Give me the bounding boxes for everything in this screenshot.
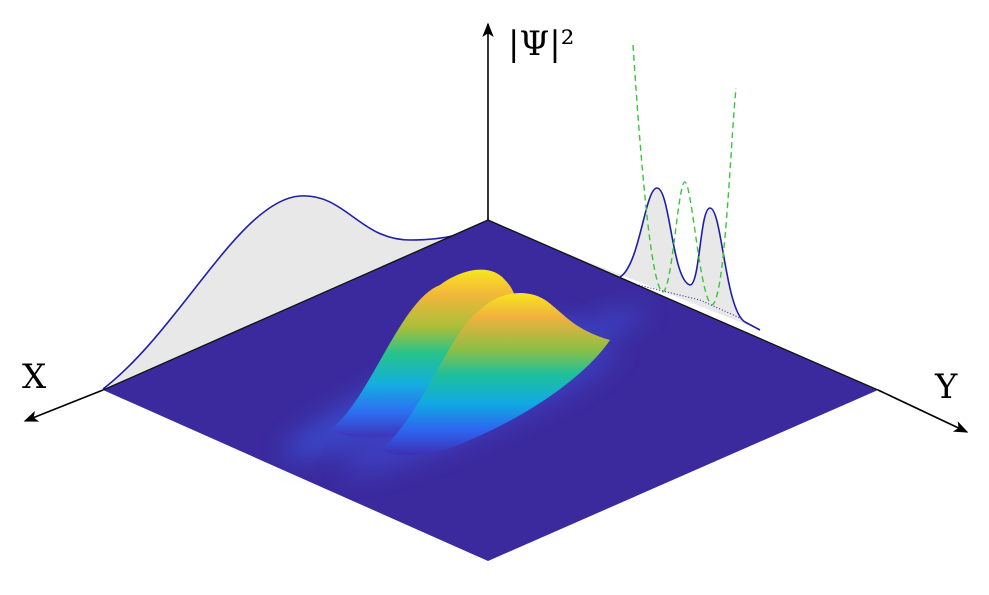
projection-base (629, 282, 741, 319)
wavefunction-peak (330, 269, 520, 438)
z-axis-label: |Ψ|² (508, 24, 574, 64)
x-axis-label: X (22, 357, 47, 397)
x-projection-fill (103, 195, 488, 389)
potential-curve (632, 44, 737, 306)
y-axis-label: Y (934, 367, 958, 407)
x-axis (23, 389, 104, 422)
wavefunction-peak (380, 292, 610, 456)
x-projection-curve (102, 195, 489, 390)
y-projection-curve (619, 187, 761, 331)
y-projection-fill (488, 188, 760, 330)
y-axis (877, 389, 969, 433)
